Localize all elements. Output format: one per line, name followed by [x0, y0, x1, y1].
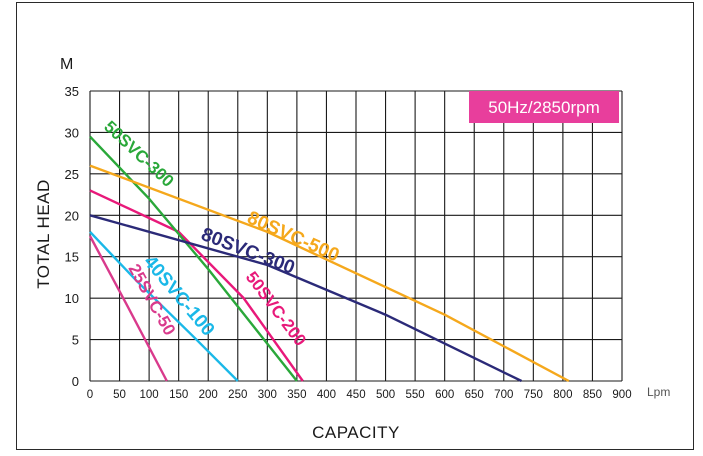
annotation-box [469, 91, 619, 123]
x-tick-label: 650 [465, 389, 484, 401]
x-tick-label: 800 [553, 389, 572, 401]
x-unit-label: Lpm [647, 385, 670, 399]
y-tick-label: 10 [65, 291, 79, 306]
x-tick-label: 750 [524, 389, 543, 401]
x-tick-label: 450 [346, 389, 365, 401]
x-axis-title: CAPACITY [312, 423, 400, 442]
x-tick-label: 850 [583, 389, 602, 401]
series-line [89, 135, 298, 382]
annotation-text: 50Hz/2850rpm [488, 98, 600, 117]
x-tick-label: 50 [113, 389, 126, 401]
series-line [89, 231, 239, 382]
y-tick-label: 35 [65, 84, 79, 99]
y-tick-label: 20 [65, 208, 79, 223]
x-tick-label: 400 [317, 389, 336, 401]
y-tick-label: 0 [72, 374, 79, 389]
y-tick-label: 5 [72, 333, 79, 348]
y-tick-label: 30 [65, 125, 79, 140]
series-line [89, 189, 304, 382]
x-tick-label: 250 [228, 389, 247, 401]
chart-frame [16, 2, 694, 450]
series-line [88, 235, 168, 382]
x-tick-label: 350 [287, 389, 306, 401]
series-line [89, 164, 570, 383]
series-label: 50SVC-300 [100, 117, 177, 191]
x-tick-label: 0 [87, 389, 93, 401]
series-line [89, 214, 523, 383]
x-tick-label: 900 [612, 389, 631, 401]
x-tick-label: 150 [169, 389, 188, 401]
y-unit-label: M [60, 56, 73, 73]
x-tick-label: 600 [435, 389, 454, 401]
x-tick-label: 500 [376, 389, 395, 401]
y-axis-title: TOTAL HEAD [34, 179, 53, 289]
x-tick-label: 200 [199, 389, 218, 401]
y-tick-label: 15 [65, 250, 79, 265]
x-tick-label: 550 [406, 389, 425, 401]
y-tick-label: 25 [65, 167, 79, 182]
x-tick-label: 300 [258, 389, 277, 401]
x-tick-label: 100 [140, 389, 159, 401]
x-tick-label: 700 [494, 389, 513, 401]
